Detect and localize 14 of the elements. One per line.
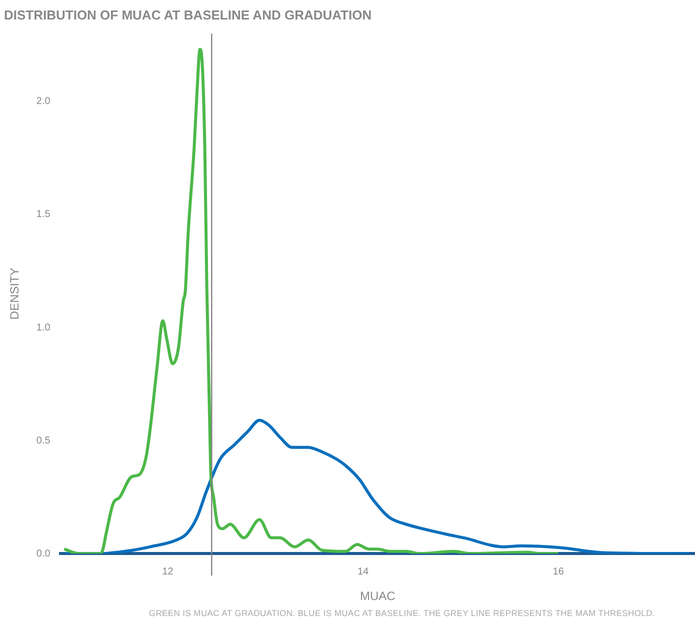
- line-series: [62, 48, 560, 554]
- y-tick-label: 1.5: [36, 209, 51, 220]
- line-series: [64, 418, 691, 554]
- y-tick-label: 0.0: [36, 548, 51, 560]
- x-axis-title: MUAC: [360, 589, 396, 604]
- y-tick-label: 0.5: [36, 435, 51, 446]
- y-tick-label: 1.0: [36, 322, 51, 334]
- x-tick-label: 16: [552, 566, 564, 578]
- y-tick-label: 2.0: [36, 96, 51, 108]
- chart-title: DISTRIBUTION OF MUAC AT BASELINE AND GRADUATION: [4, 7, 372, 22]
- x-tick-label: 14: [357, 566, 370, 578]
- x-tick-label: 12: [162, 566, 174, 578]
- y-axis-title: DENSITY: [8, 268, 22, 320]
- text: GREEN IS MUAC AT GRADUATION. BLUE IS MUAC AT BASELINE. THE GREY LINE REPRESENTS THE MAM THRESHOLD.: [148, 608, 656, 618]
